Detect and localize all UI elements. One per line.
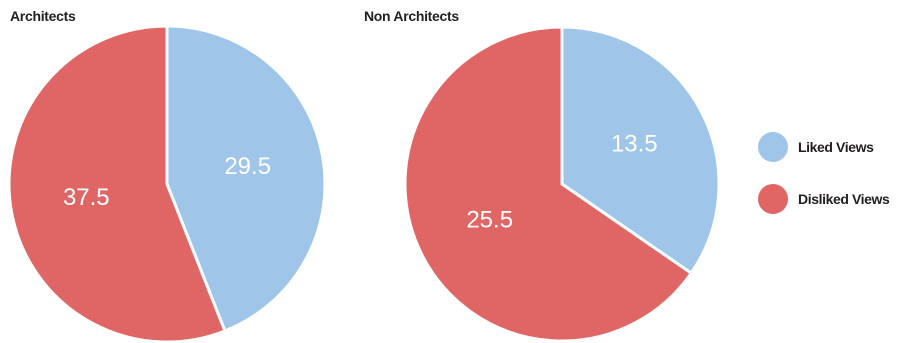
pie-slice-non-architects-disliked bbox=[403, 25, 693, 343]
legend-swatch-disliked bbox=[758, 184, 788, 214]
legend-swatch-liked bbox=[758, 132, 788, 162]
pie-slice-architects-liked bbox=[165, 24, 327, 333]
legend-label-liked: Liked Views bbox=[798, 139, 874, 155]
pie-label-non-architects-disliked: 25.5 bbox=[466, 206, 513, 233]
legend: Liked Views Disliked Views bbox=[758, 130, 890, 234]
pie-label-non-architects-liked: 13.5 bbox=[611, 131, 658, 158]
pie-label-architects-liked: 29.5 bbox=[224, 153, 271, 180]
chart-title-non-architects: Non Architects bbox=[364, 8, 459, 24]
legend-item-disliked: Disliked Views bbox=[758, 182, 890, 216]
pie-slice-non-architects-liked bbox=[560, 25, 721, 275]
pie-slice-architects-disliked bbox=[7, 24, 227, 343]
chart-title-architects: Architects bbox=[10, 8, 76, 24]
legend-item-liked: Liked Views bbox=[758, 130, 889, 164]
legend-label-disliked: Disliked Views bbox=[798, 191, 890, 207]
pie-label-architects-disliked: 37.5 bbox=[63, 184, 110, 211]
